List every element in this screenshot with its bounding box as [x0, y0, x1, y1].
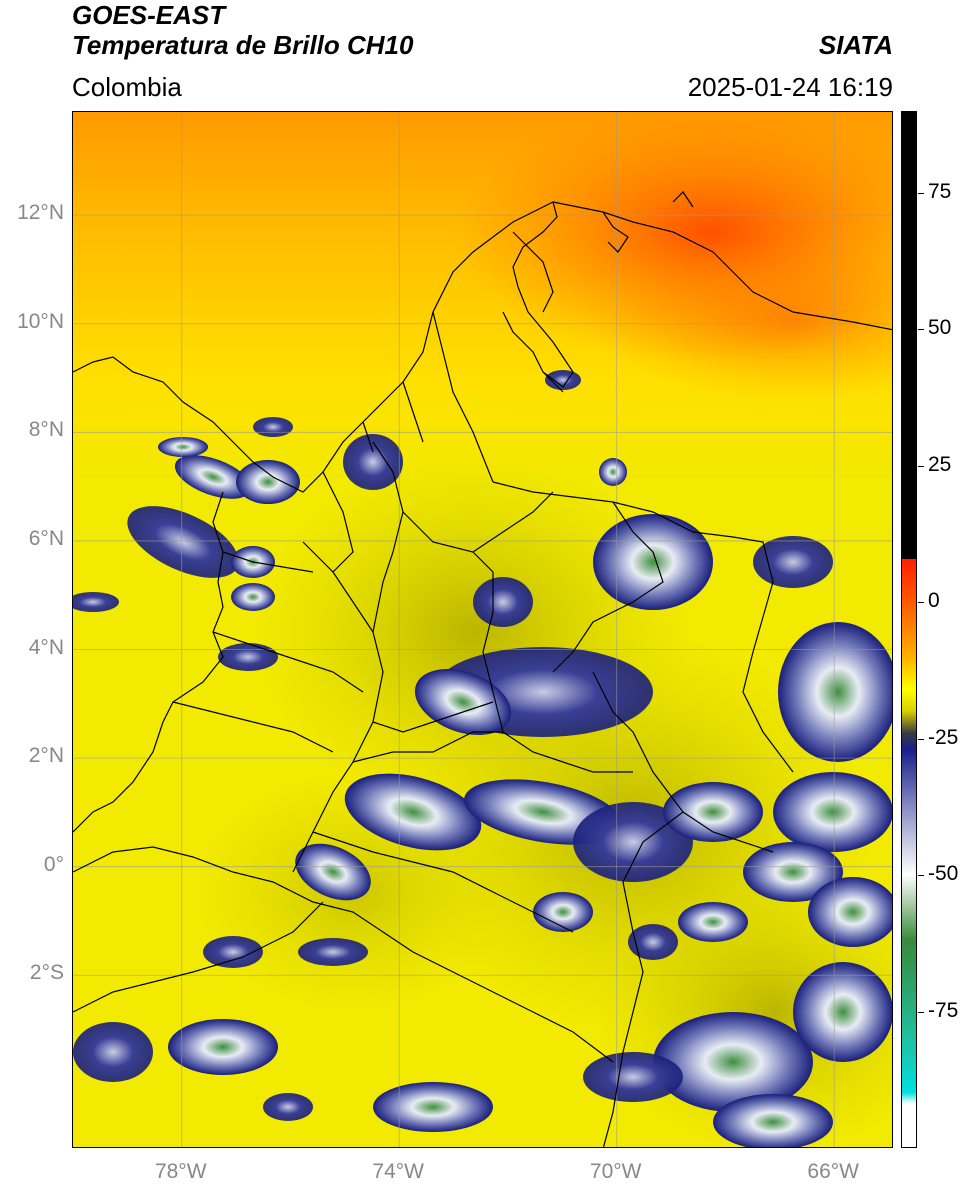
- lon-tick-label: 74°W: [372, 1160, 424, 1183]
- title-right-block: SIATA 2025-01-24 16:19: [688, 30, 893, 102]
- colorbar-tick-label: 50: [928, 316, 952, 340]
- lon-tick-label: 70°W: [589, 1160, 642, 1183]
- region-label: Colombia: [72, 72, 182, 102]
- map-panel: [72, 111, 893, 1148]
- lon-tick-label: 78°W: [154, 1160, 207, 1183]
- colorbar-tick-mark: [918, 329, 924, 331]
- colorbar-tick-label: 25: [928, 452, 952, 476]
- colorbar-tick-mark: [918, 192, 924, 194]
- colorbar-tick-label: 75: [928, 179, 952, 203]
- colorbar: [901, 111, 917, 1148]
- colorbar-tick-label: -25: [928, 725, 959, 749]
- colorbar-tick-label: -75: [928, 998, 959, 1022]
- lon-tick-label: 66°W: [807, 1160, 859, 1183]
- title-block: GOES-EAST Temperatura de Brillo CH10 Col…: [72, 0, 413, 102]
- borders: [73, 191, 892, 1147]
- colorbar-tick-mark: [918, 875, 924, 877]
- lat-tick-label: 8°N: [28, 418, 64, 442]
- colorbar-tick-label: 0: [928, 589, 940, 613]
- lat-tick-label: 0°: [43, 852, 64, 876]
- lat-tick-label: 2°S: [29, 961, 64, 985]
- product-title: Temperatura de Brillo CH10: [72, 30, 414, 60]
- cloud-systems: [73, 370, 892, 1147]
- satellite-map: [73, 112, 892, 1147]
- warm-area-northeast: [593, 242, 892, 402]
- lat-tick-label: 12°N: [17, 201, 64, 225]
- colorbar-tick-mark: [918, 465, 924, 467]
- colorbar-tick-mark: [918, 1011, 924, 1013]
- colorbar-tick-mark: [918, 602, 924, 604]
- source-label: SIATA: [818, 30, 893, 60]
- lat-tick-label: 10°N: [17, 309, 64, 333]
- satellite-title: GOES-EAST: [72, 0, 226, 30]
- colorbar-tick-label: -50: [928, 862, 959, 886]
- colorbar-tick-mark: [918, 738, 924, 740]
- gridlines: [73, 112, 892, 1147]
- lat-tick-label: 2°N: [28, 744, 64, 768]
- datetime-label: 2025-01-24 16:19: [687, 72, 893, 102]
- lat-tick-label: 4°N: [28, 635, 64, 659]
- lat-tick-label: 6°N: [28, 526, 64, 550]
